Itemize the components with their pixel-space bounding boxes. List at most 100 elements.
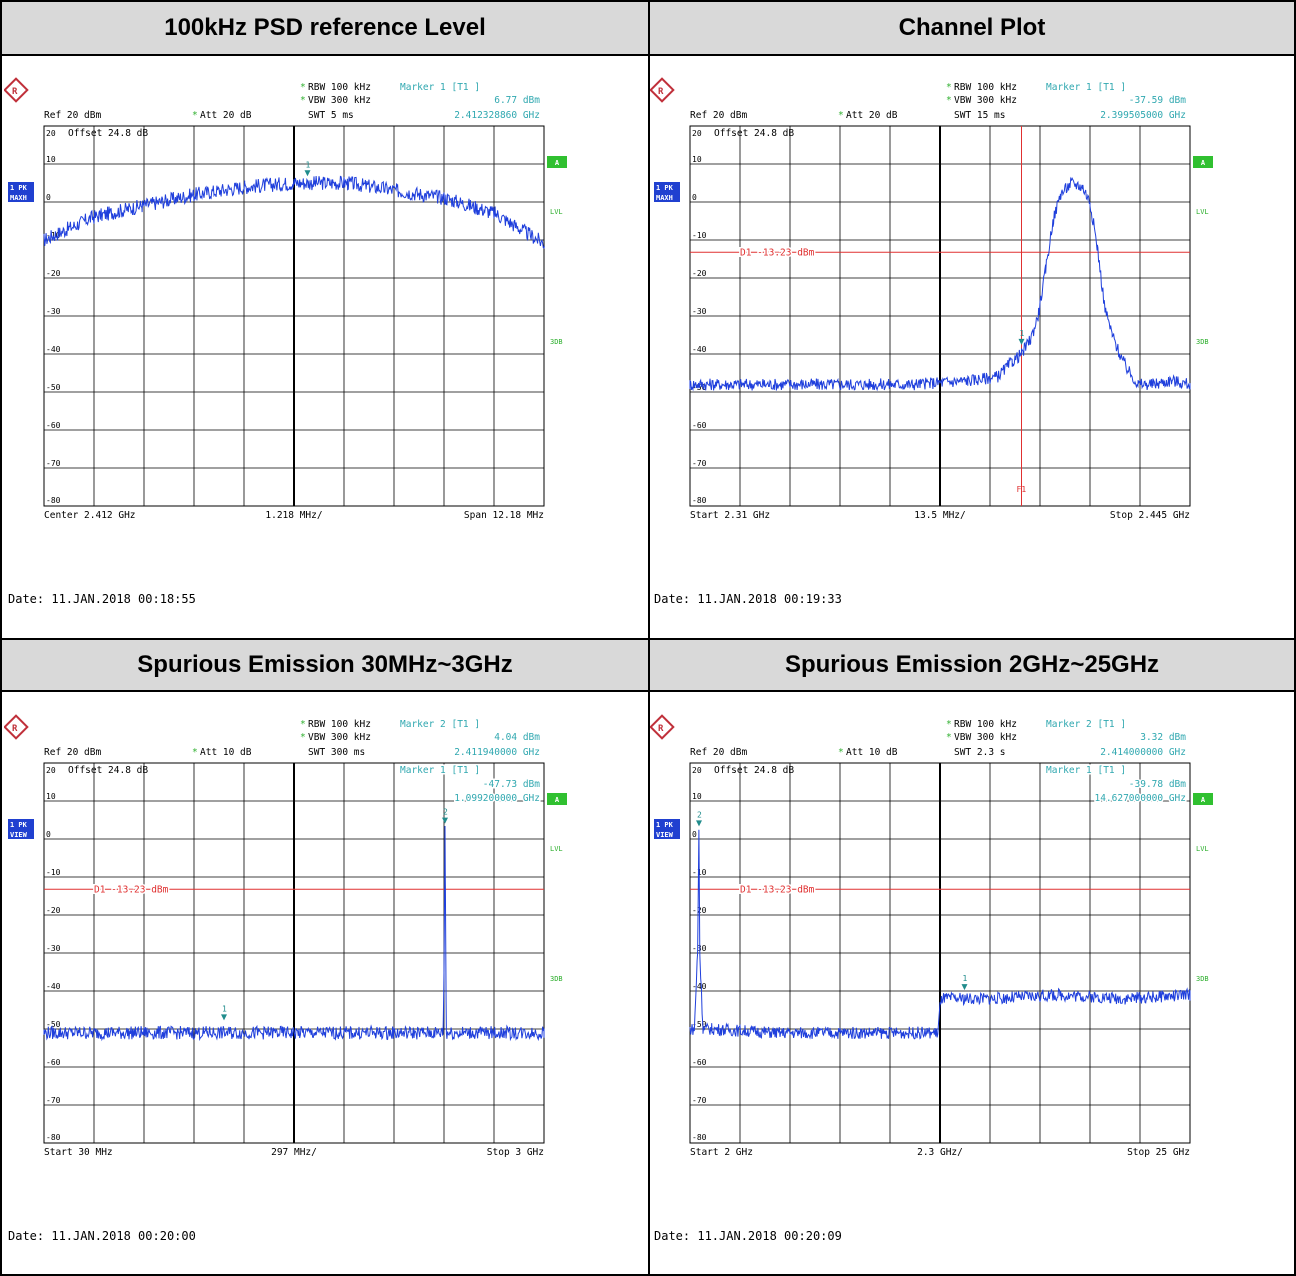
marker-title: Marker 1 [T1 ] (1046, 82, 1126, 93)
vbw-readout: VBW 300 kHz (308, 95, 371, 106)
y-tick-label: -70 (46, 1096, 61, 1105)
attenuation: Att 20 dB (200, 110, 252, 121)
rohde-schwarz-logo-icon: R (650, 714, 675, 740)
marker-1-label: 1 (963, 974, 968, 983)
marker-title: Marker 2 [T1 ] (400, 719, 480, 730)
footer-start: Center 2.412 GHz (44, 510, 136, 521)
marker-1-icon (961, 984, 968, 991)
spectrum-trace (43, 825, 545, 1042)
marker-1-label: 1 (1020, 329, 1025, 338)
marker-level: 6.77 dBm (494, 95, 540, 106)
inner-marker-frequency: 14.627000000 GHz (1094, 793, 1186, 804)
display-line-label: D1 -13.23 dBm (740, 247, 815, 258)
marker-title: Marker 2 [T1 ] (1046, 719, 1126, 730)
footer-start: Start 30 MHz (44, 1147, 113, 1158)
y-tick-label: -40 (46, 982, 61, 991)
ref-level: Ref 20 dBm (44, 110, 101, 121)
rbw-star-icon: * (946, 82, 952, 93)
trace-badge (654, 819, 680, 839)
side-lvl-label: LVL (550, 845, 563, 853)
marker-2-label: 2 (697, 810, 702, 819)
marker-1-label: 1 (306, 160, 311, 169)
rbw-readout: RBW 100 kHz (954, 82, 1017, 93)
vbw-readout: VBW 300 kHz (954, 732, 1017, 743)
y-tick-label: 20 (46, 766, 56, 775)
footer-stop: Stop 3 GHz (487, 1147, 544, 1158)
inner-marker-level: -39.78 dBm (1129, 779, 1186, 790)
offset-label: Offset 24.8 dB (68, 128, 148, 139)
trace-badge-mode: 1 PK (10, 821, 28, 829)
y-tick-label: 0 (692, 830, 697, 839)
att-star-icon: * (838, 110, 844, 121)
attenuation: Att 10 dB (200, 747, 252, 758)
marker-frequency: 2.411940000 GHz (454, 747, 540, 758)
inner-marker-title: Marker 1 [T1 ] (1046, 765, 1126, 776)
rbw-readout: RBW 100 kHz (308, 82, 371, 93)
sweep-time: SWT 15 ms (954, 110, 1005, 121)
y-tick-label: -30 (692, 307, 707, 316)
rohde-schwarz-logo-icon: R (4, 714, 29, 740)
date-stamp-1: Date: 11.JAN.2018 00:18:55 (8, 592, 196, 606)
trace-badge-detector: VIEW (656, 831, 674, 839)
panel-title-3: Spurious Emission 30MHz~3GHz (2, 640, 648, 690)
table-border-h3 (0, 690, 1296, 692)
f1-label: F1 (1017, 485, 1027, 494)
y-tick-label: 20 (692, 129, 702, 138)
marker-2-icon (442, 817, 448, 824)
marker-level: 4.04 dBm (494, 732, 540, 743)
rbw-star-icon: * (946, 719, 952, 730)
trace-badge-detector: VIEW (10, 831, 28, 839)
logo-diamond (4, 77, 29, 103)
vbw-star-icon: * (300, 732, 306, 743)
y-tick-label: -60 (46, 421, 61, 430)
panel-title-1: 100kHz PSD reference Level (2, 2, 648, 54)
y-tick-label: -20 (46, 906, 61, 915)
side-a-badge (1193, 793, 1213, 805)
side-lvl-label: LVL (1196, 208, 1209, 216)
side-3db-label: 3DB (1196, 338, 1209, 346)
inner-marker-frequency: 1.099200000 GHz (454, 793, 540, 804)
trace-badge-mode: 1 PK (10, 184, 28, 192)
side-a-badge (547, 156, 567, 168)
spectrum-trace (689, 176, 1191, 392)
y-tick-label: 10 (46, 155, 56, 164)
inner-marker-title: Marker 1 [T1 ] (400, 765, 480, 776)
marker-1-icon (304, 170, 311, 177)
panel-title-4: Spurious Emission 2GHz~25GHz (650, 640, 1294, 690)
footer-start: Start 2.31 GHz (690, 510, 770, 521)
y-tick-label: 10 (46, 792, 56, 801)
y-tick-label: 0 (692, 193, 697, 202)
logo-glyph: R (658, 87, 664, 97)
y-tick-label: 20 (692, 766, 702, 775)
y-tick-label: -50 (46, 383, 61, 392)
trace-badge-detector: MAXH (10, 194, 27, 202)
rohde-schwarz-logo-icon: R (650, 77, 675, 103)
ref-level: Ref 20 dBm (44, 747, 101, 758)
display-line-label: D1 -13.23 dBm (94, 884, 169, 895)
y-tick-label: -80 (692, 1133, 707, 1142)
side-3db-label: 3DB (550, 975, 563, 983)
y-tick-label: 0 (46, 830, 51, 839)
footer-division: 2.3 GHz/ (917, 1147, 963, 1158)
date-stamp-4: Date: 11.JAN.2018 00:20:09 (654, 1229, 842, 1243)
y-tick-label: -50 (692, 1020, 707, 1029)
footer-start: Start 2 GHz (690, 1147, 753, 1158)
vbw-star-icon: * (300, 95, 306, 106)
offset-label: Offset 24.8 dB (714, 128, 794, 139)
y-tick-label: -80 (46, 1133, 61, 1142)
rbw-readout: RBW 100 kHz (954, 719, 1017, 730)
attenuation: Att 20 dB (846, 110, 898, 121)
offset-label: Offset 24.8 dB (714, 765, 794, 776)
y-tick-label: -20 (46, 269, 61, 278)
marker-frequency: 2.414000000 GHz (1100, 747, 1186, 758)
y-tick-label: -30 (46, 944, 61, 953)
marker-title: Marker 1 [T1 ] (400, 82, 480, 93)
vbw-readout: VBW 300 kHz (308, 732, 371, 743)
side-a-label: A (1201, 159, 1206, 167)
date-stamp-2: Date: 11.JAN.2018 00:19:33 (654, 592, 842, 606)
marker-2-label: 2 (443, 808, 448, 817)
y-tick-label: -20 (692, 269, 707, 278)
vbw-star-icon: * (946, 95, 952, 106)
